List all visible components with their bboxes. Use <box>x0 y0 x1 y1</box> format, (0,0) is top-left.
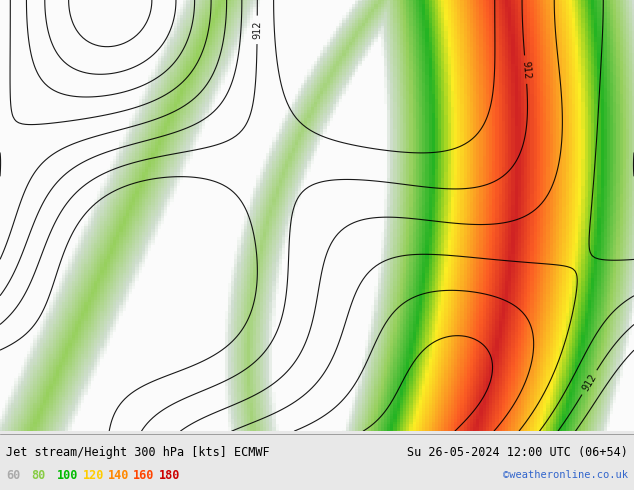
Text: Jet stream/Height 300 hPa [kts] ECMWF: Jet stream/Height 300 hPa [kts] ECMWF <box>6 446 270 459</box>
Text: 912: 912 <box>580 372 598 393</box>
Text: 100: 100 <box>57 469 79 482</box>
Text: 80: 80 <box>32 469 46 482</box>
Text: 140: 140 <box>108 469 129 482</box>
Text: 180: 180 <box>158 469 180 482</box>
Text: 60: 60 <box>6 469 20 482</box>
Text: 912: 912 <box>520 60 531 79</box>
Text: 120: 120 <box>82 469 104 482</box>
Text: Su 26-05-2024 12:00 UTC (06+54): Su 26-05-2024 12:00 UTC (06+54) <box>407 446 628 459</box>
Text: 160: 160 <box>133 469 155 482</box>
Text: ©weatheronline.co.uk: ©weatheronline.co.uk <box>503 470 628 480</box>
Text: 912: 912 <box>252 21 262 39</box>
